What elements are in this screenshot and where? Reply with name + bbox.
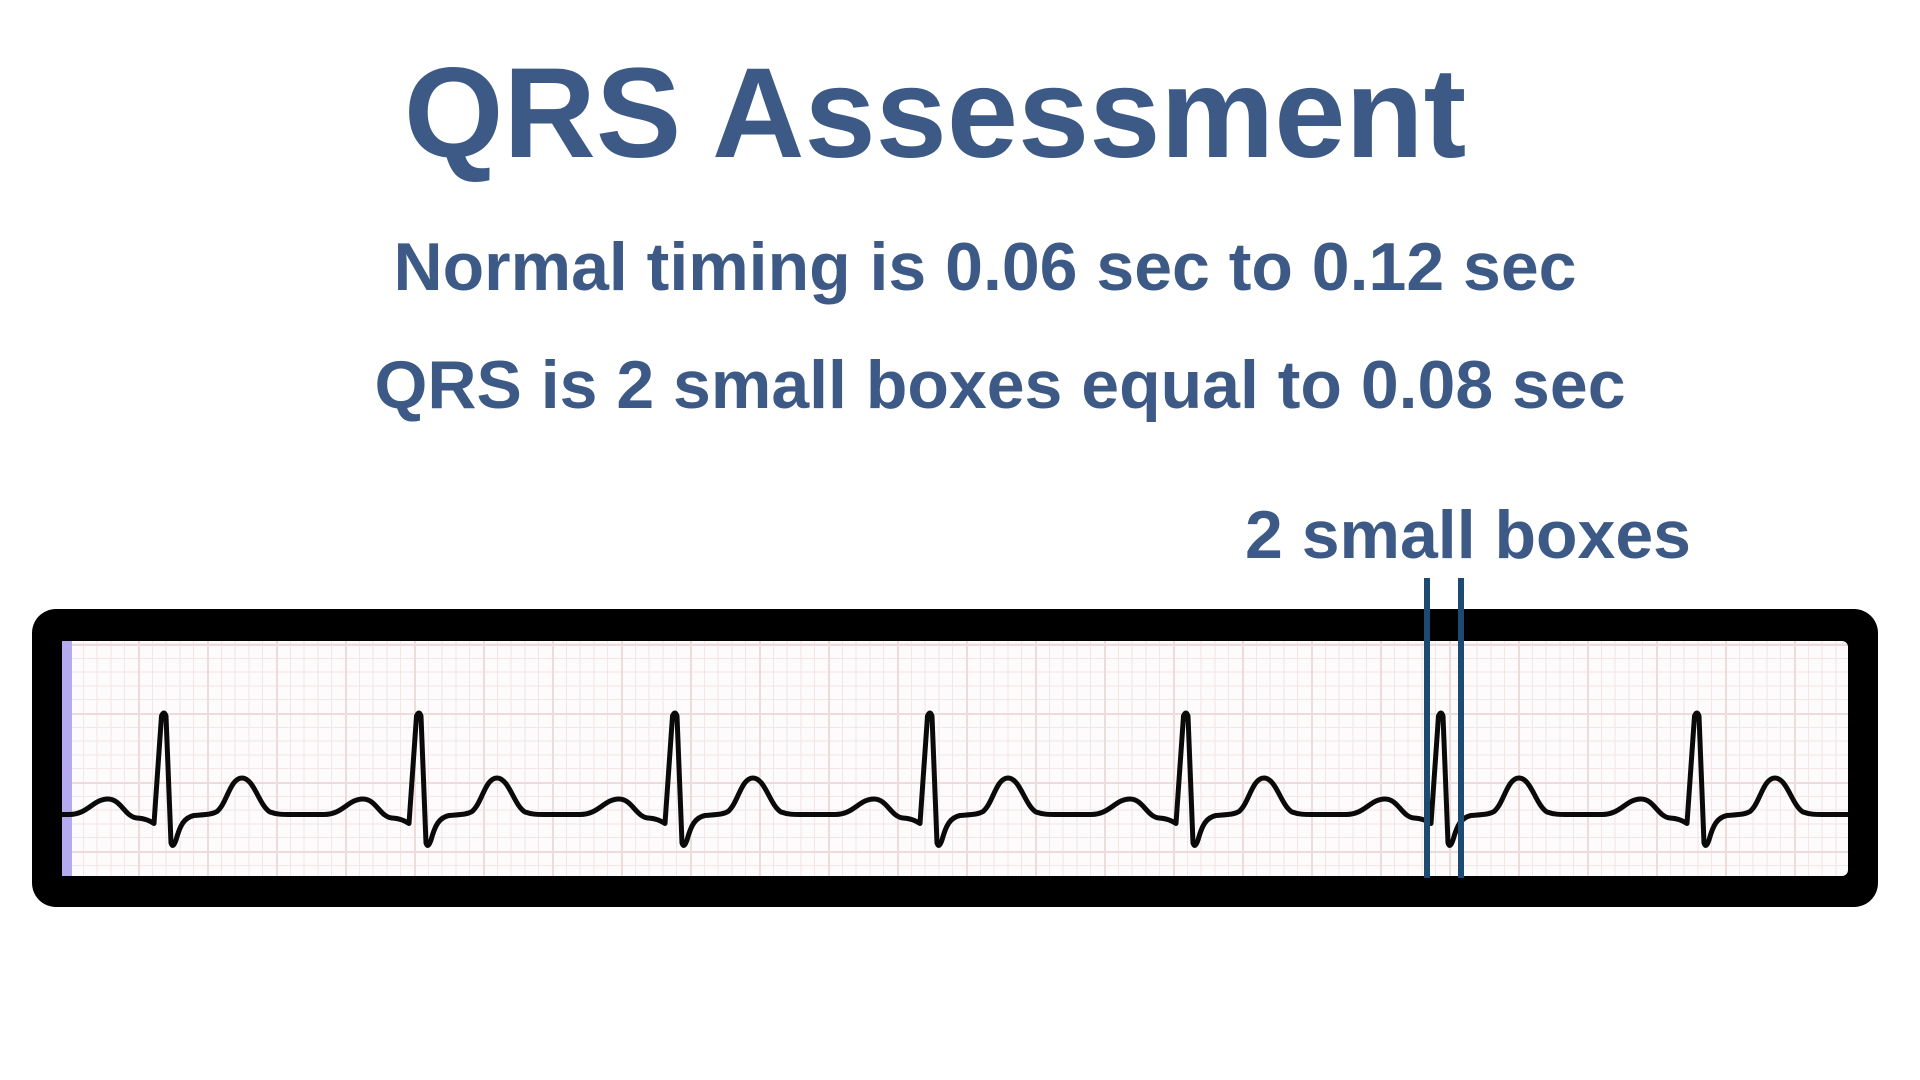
calibration-band [62,641,72,876]
ecg-strip [32,609,1878,907]
annotation-2-small-boxes: 2 small boxes [1244,497,1692,573]
ecg-grid [62,641,1848,876]
qrs-marker-line-left [1424,578,1430,878]
subtitle-qrs-boxes: QRS is 2 small boxes equal to 0.08 sec [374,347,1626,423]
ecg-trace [62,710,1848,848]
qrs-marker-line-right [1458,578,1464,878]
subtitle-normal-timing: Normal timing is 0.06 sec to 0.12 sec [393,229,1577,305]
page-title: QRS Assessment [403,42,1467,185]
